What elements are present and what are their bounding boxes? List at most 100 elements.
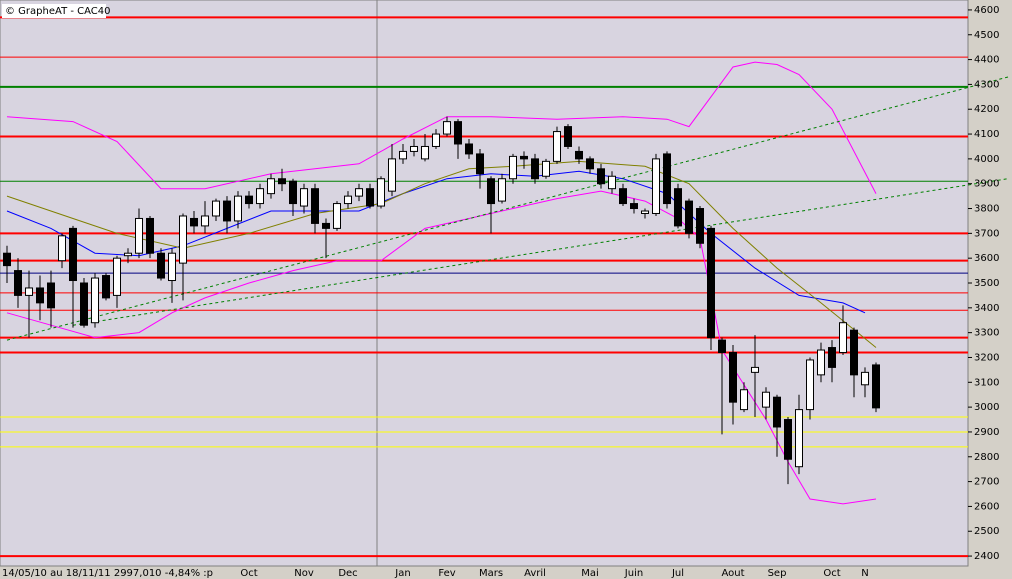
candle-body [311, 188, 319, 224]
x-tick-label: Oct [240, 568, 257, 579]
candle-body [36, 287, 44, 304]
candle-body [608, 175, 616, 190]
candle-body [69, 227, 77, 282]
y-tick-label: 4600 [974, 5, 999, 16]
candle-body [168, 252, 176, 282]
candle-body [388, 158, 396, 192]
candle-body [300, 188, 308, 207]
x-tick-label: Aout [721, 568, 744, 579]
candle-body [14, 270, 22, 296]
candle-body [465, 143, 473, 155]
candle-body [421, 145, 429, 160]
candle-body [531, 158, 539, 180]
candle-body [696, 208, 704, 244]
candle-body [762, 391, 770, 408]
candle-body [454, 121, 462, 145]
x-tick-label: Jul [671, 568, 684, 579]
candle-body [872, 364, 880, 409]
candle-body [322, 222, 330, 229]
candle-body [377, 178, 385, 207]
candle-body [223, 200, 231, 222]
candle-body [784, 419, 792, 460]
candle-body [630, 203, 638, 210]
y-tick-label: 3900 [974, 179, 999, 190]
candle-body [718, 339, 726, 354]
candle-body [498, 178, 506, 202]
candle-body [861, 371, 869, 386]
x-tick-label: Jan [394, 568, 410, 579]
overlay-line [6, 160, 877, 348]
candle-body [685, 200, 693, 234]
candle-body [124, 252, 132, 257]
plot-area [0, 0, 969, 567]
candle-body [619, 188, 627, 205]
candle-body [542, 160, 550, 177]
marks [0, 16, 1009, 558]
overlay-line [6, 61, 877, 194]
candle-body [102, 275, 110, 299]
y-tick-label: 3200 [974, 352, 999, 363]
x-tick-label: Fev [438, 568, 455, 579]
candle-body [355, 188, 363, 197]
candle-body [157, 252, 165, 279]
candle-body [828, 347, 836, 368]
x-tick-label: Dec [338, 568, 357, 579]
y-tick-label: 2500 [974, 526, 999, 537]
y-tick-label: 4000 [974, 154, 999, 165]
y-tick-label: 2400 [974, 551, 999, 562]
candle-body [58, 235, 66, 262]
candle-body [410, 145, 418, 152]
y-tick-label: 3800 [974, 204, 999, 215]
chart-title: © GrapheAT - CAC40 [5, 6, 111, 17]
overlay-line [6, 76, 1009, 341]
candle-body [113, 257, 121, 296]
y-tick-label: 2900 [974, 427, 999, 438]
candle-body [289, 180, 297, 205]
candle-body [751, 366, 759, 373]
candle-body [641, 210, 649, 214]
candle-body [366, 188, 374, 207]
candle-body [509, 155, 517, 180]
candle-body [674, 188, 682, 227]
y-tick-label: 2600 [974, 501, 999, 512]
candle-body [817, 349, 825, 376]
y-tick-label: 3400 [974, 303, 999, 314]
candle-body [146, 217, 154, 254]
candle-body [190, 217, 198, 227]
x-tick-label: N [861, 568, 868, 579]
candle-body [652, 158, 660, 214]
y-tick-label: 3600 [974, 253, 999, 264]
x-tick-label: Nov [294, 568, 314, 579]
overlay-line [72, 178, 1009, 326]
y-tick-label: 3700 [974, 228, 999, 239]
candle-body [179, 215, 187, 264]
candle-body [399, 150, 407, 160]
candle-body [267, 178, 275, 195]
candle-body [795, 409, 803, 468]
candle-body [487, 178, 495, 205]
candle-body [553, 131, 561, 162]
candle-body [333, 203, 341, 229]
candle-body [234, 195, 242, 222]
title-box [2, 4, 106, 18]
x-tick-label: Juin [624, 568, 643, 579]
candle-body [520, 155, 528, 160]
candle-body [564, 126, 572, 147]
footer: 14/05/10 au 18/11/11 2997,010 -4,84% :p [2, 568, 213, 579]
y-tick-label: 3300 [974, 328, 999, 339]
candle-body [663, 153, 671, 205]
x-tick-label: Sep [768, 568, 787, 579]
candle-body [212, 200, 220, 217]
y-tick-label: 4300 [974, 79, 999, 90]
candle-body [476, 153, 484, 175]
x-tick-label: Avril [524, 568, 546, 579]
candle-body [586, 158, 594, 170]
candle-body [839, 322, 847, 354]
x-tick-label: Oct [823, 568, 840, 579]
y-tick-label: 4400 [974, 55, 999, 66]
candle-body [344, 195, 352, 205]
candle-body [3, 252, 11, 267]
candle-body [245, 195, 253, 205]
candle-body [773, 396, 781, 428]
